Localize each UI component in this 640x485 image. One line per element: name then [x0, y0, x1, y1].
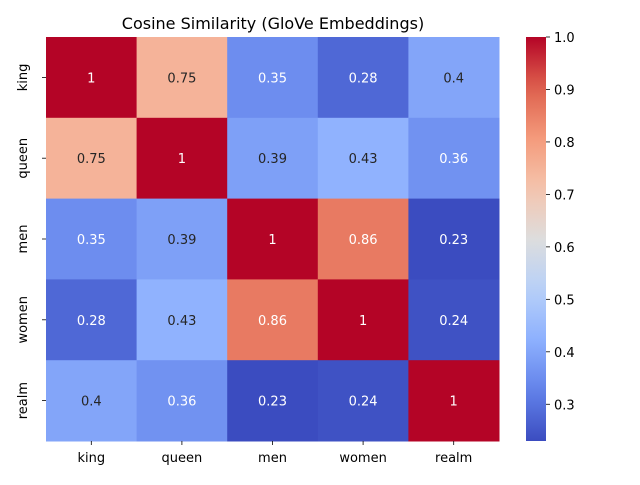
y-tick-label: realm	[16, 382, 31, 419]
heatmap-cell-label: 1	[359, 314, 367, 329]
heatmap-cell-label: 1	[87, 71, 95, 86]
colorbar-tick-label: 0.5	[554, 293, 575, 308]
chart-title: Cosine Similarity (GloVe Embeddings)	[122, 14, 424, 33]
heatmap-cell-men-king	[46, 198, 138, 280]
heatmap-cell-label: 0.86	[349, 233, 378, 248]
heatmap-cell-king-men	[227, 37, 319, 119]
heatmap-cell-label: 0.4	[443, 71, 464, 86]
colorbar: 0.3 0.4 0.5 0.6 0.7 0.8 0.9 1.0	[526, 31, 575, 441]
heatmap-cell-king-king	[46, 37, 138, 119]
heatmap-cell-label: 0.35	[77, 233, 106, 248]
heatmap-cell-queen-queen	[136, 117, 228, 200]
heatmap-cells	[46, 37, 500, 442]
colorbar-gradient	[526, 37, 546, 441]
heatmap-cell-label: 0.24	[439, 314, 468, 329]
heatmap-cell-realm-king	[46, 360, 138, 442]
heatmap-cell-women-queen	[136, 279, 228, 361]
heatmap-cell-men-men	[227, 198, 319, 280]
colorbar-tick-label: 1.0	[554, 31, 575, 46]
heatmap-cell-men-realm	[408, 198, 500, 280]
x-tick-label: men	[258, 451, 287, 466]
heatmap-cell-label: 0.43	[349, 152, 378, 167]
heatmap-cell-women-men	[227, 279, 319, 361]
heatmap-cell-queen-women	[317, 117, 409, 200]
heatmap-cell-label: 0.28	[77, 314, 106, 329]
y-tick-label: queen	[16, 138, 31, 179]
heatmap-cell-label: 0.36	[167, 395, 196, 410]
x-tick-label: king	[77, 451, 105, 466]
heatmap-cell-label: 0.39	[258, 152, 287, 167]
y-tick-label: women	[16, 296, 31, 344]
heatmap-cell-label: 0.24	[349, 395, 378, 410]
heatmap-cell-women-realm	[408, 279, 500, 361]
heatmap-cell-realm-women	[317, 360, 409, 442]
heatmap-cell-realm-men	[227, 360, 319, 442]
colorbar-tick-label: 0.3	[554, 398, 575, 413]
heatmap-cell-label: 0.23	[439, 233, 468, 248]
heatmap-cell-label: 1	[268, 233, 276, 248]
heatmap-cell-label: 0.75	[167, 71, 196, 86]
colorbar-tick-label: 0.7	[554, 188, 575, 203]
y-axis: king queen men women realm	[16, 64, 46, 419]
colorbar-tick-label: 0.6	[554, 241, 575, 256]
heatmap-cell-label: 0.39	[167, 233, 196, 248]
heatmap-cell-label: 0.86	[258, 314, 287, 329]
heatmap-cell-men-queen	[136, 198, 228, 280]
colorbar-tick-label: 0.4	[554, 346, 575, 361]
heatmap-cell-king-queen	[136, 37, 228, 119]
heatmap-cell-label: 0.75	[77, 152, 106, 167]
x-tick-label: women	[339, 451, 387, 466]
heatmap-cell-label: 1	[450, 395, 458, 410]
y-tick-label: men	[16, 225, 31, 254]
heatmap-cell-label: 0.43	[167, 314, 196, 329]
colorbar-tick-label: 0.9	[554, 83, 575, 98]
heatmap-cell-queen-realm	[408, 117, 500, 200]
heatmap-cell-realm-realm	[408, 360, 500, 442]
heatmap-cell-label: 0.4	[81, 395, 102, 410]
heatmap-cell-label: 0.36	[439, 152, 468, 167]
heatmap-cell-label: 0.23	[258, 395, 287, 410]
heatmap-cell-label: 0.28	[349, 71, 378, 86]
x-tick-label: realm	[435, 451, 472, 466]
heatmap-cell-women-king	[46, 279, 138, 361]
heatmap-cell-queen-men	[227, 117, 319, 200]
x-axis: king queen men women realm	[77, 441, 472, 466]
colorbar-tick-label: 0.8	[554, 136, 575, 151]
heatmap-cell-king-realm	[408, 37, 500, 119]
heatmap-cell-labels: 1 0.75 0.35 0.28 0.4 0.75 1 0.39 0.43 0.36 0.35 0.3…	[77, 71, 468, 409]
heatmap-cell-men-women	[317, 198, 409, 280]
x-tick-label: queen	[162, 451, 203, 466]
heatmap-cell-women-women	[317, 279, 409, 361]
heatmap-cell-king-women	[317, 37, 409, 119]
heatmap-cell-realm-queen	[136, 360, 228, 442]
heatmap-cell-label: 0.35	[258, 71, 287, 86]
heatmap-cell-queen-king	[46, 117, 138, 200]
heatmap-cell-label: 1	[178, 152, 186, 167]
y-tick-label: king	[16, 64, 31, 92]
